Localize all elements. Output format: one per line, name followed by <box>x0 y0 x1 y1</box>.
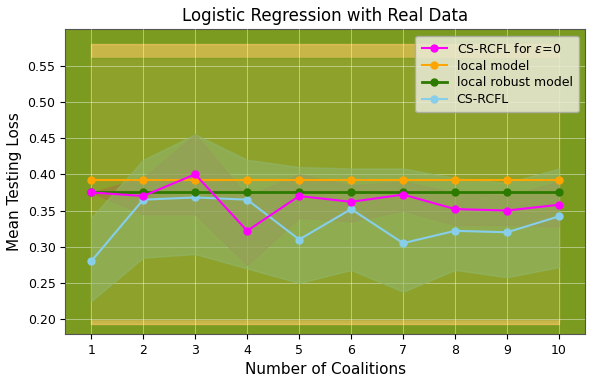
local model <box>140 178 147 182</box>
CS-RCFL for $\varepsilon$=0 <box>244 228 251 233</box>
CS-RCFL <box>555 214 562 218</box>
local robust model <box>295 190 303 195</box>
local robust model <box>504 190 511 195</box>
CS-RCFL for $\varepsilon$=0 <box>452 207 459 211</box>
local model <box>555 178 562 182</box>
local model <box>192 178 199 182</box>
local robust model <box>192 190 199 195</box>
CS-RCFL <box>348 207 355 211</box>
local model <box>295 178 303 182</box>
local robust model <box>348 190 355 195</box>
local robust model <box>140 190 147 195</box>
CS-RCFL <box>88 259 95 263</box>
CS-RCFL for $\varepsilon$=0 <box>504 208 511 213</box>
CS-RCFL for $\varepsilon$=0 <box>555 202 562 207</box>
CS-RCFL <box>504 230 511 235</box>
local robust model <box>452 190 459 195</box>
CS-RCFL <box>295 237 303 242</box>
CS-RCFL for $\varepsilon$=0 <box>295 194 303 198</box>
Line: CS-RCFL for $\varepsilon$=0: CS-RCFL for $\varepsilon$=0 <box>88 171 562 234</box>
CS-RCFL for $\varepsilon$=0 <box>192 172 199 177</box>
local model <box>348 178 355 182</box>
local model <box>504 178 511 182</box>
local robust model <box>88 190 95 195</box>
Line: CS-RCFL: CS-RCFL <box>88 194 562 265</box>
Line: local model: local model <box>88 177 562 184</box>
X-axis label: Number of Coalitions: Number of Coalitions <box>244 362 406 377</box>
local model <box>88 178 95 182</box>
local robust model <box>555 190 562 195</box>
CS-RCFL <box>140 197 147 202</box>
local model <box>452 178 459 182</box>
Y-axis label: Mean Testing Loss: Mean Testing Loss <box>7 112 22 251</box>
CS-RCFL <box>244 197 251 202</box>
local model <box>244 178 251 182</box>
local robust model <box>244 190 251 195</box>
CS-RCFL <box>192 195 199 200</box>
CS-RCFL for $\varepsilon$=0 <box>400 192 407 197</box>
Title: Logistic Regression with Real Data: Logistic Regression with Real Data <box>182 7 468 25</box>
CS-RCFL for $\varepsilon$=0 <box>348 200 355 204</box>
Legend: CS-RCFL for $\varepsilon$=0, local model, local robust model, CS-RCFL: CS-RCFL for $\varepsilon$=0, local model… <box>416 36 579 112</box>
Line: local robust model: local robust model <box>88 189 562 196</box>
local model <box>400 178 407 182</box>
CS-RCFL for $\varepsilon$=0 <box>88 190 95 195</box>
local robust model <box>400 190 407 195</box>
CS-RCFL <box>400 241 407 245</box>
CS-RCFL for $\varepsilon$=0 <box>140 194 147 198</box>
CS-RCFL <box>452 228 459 233</box>
